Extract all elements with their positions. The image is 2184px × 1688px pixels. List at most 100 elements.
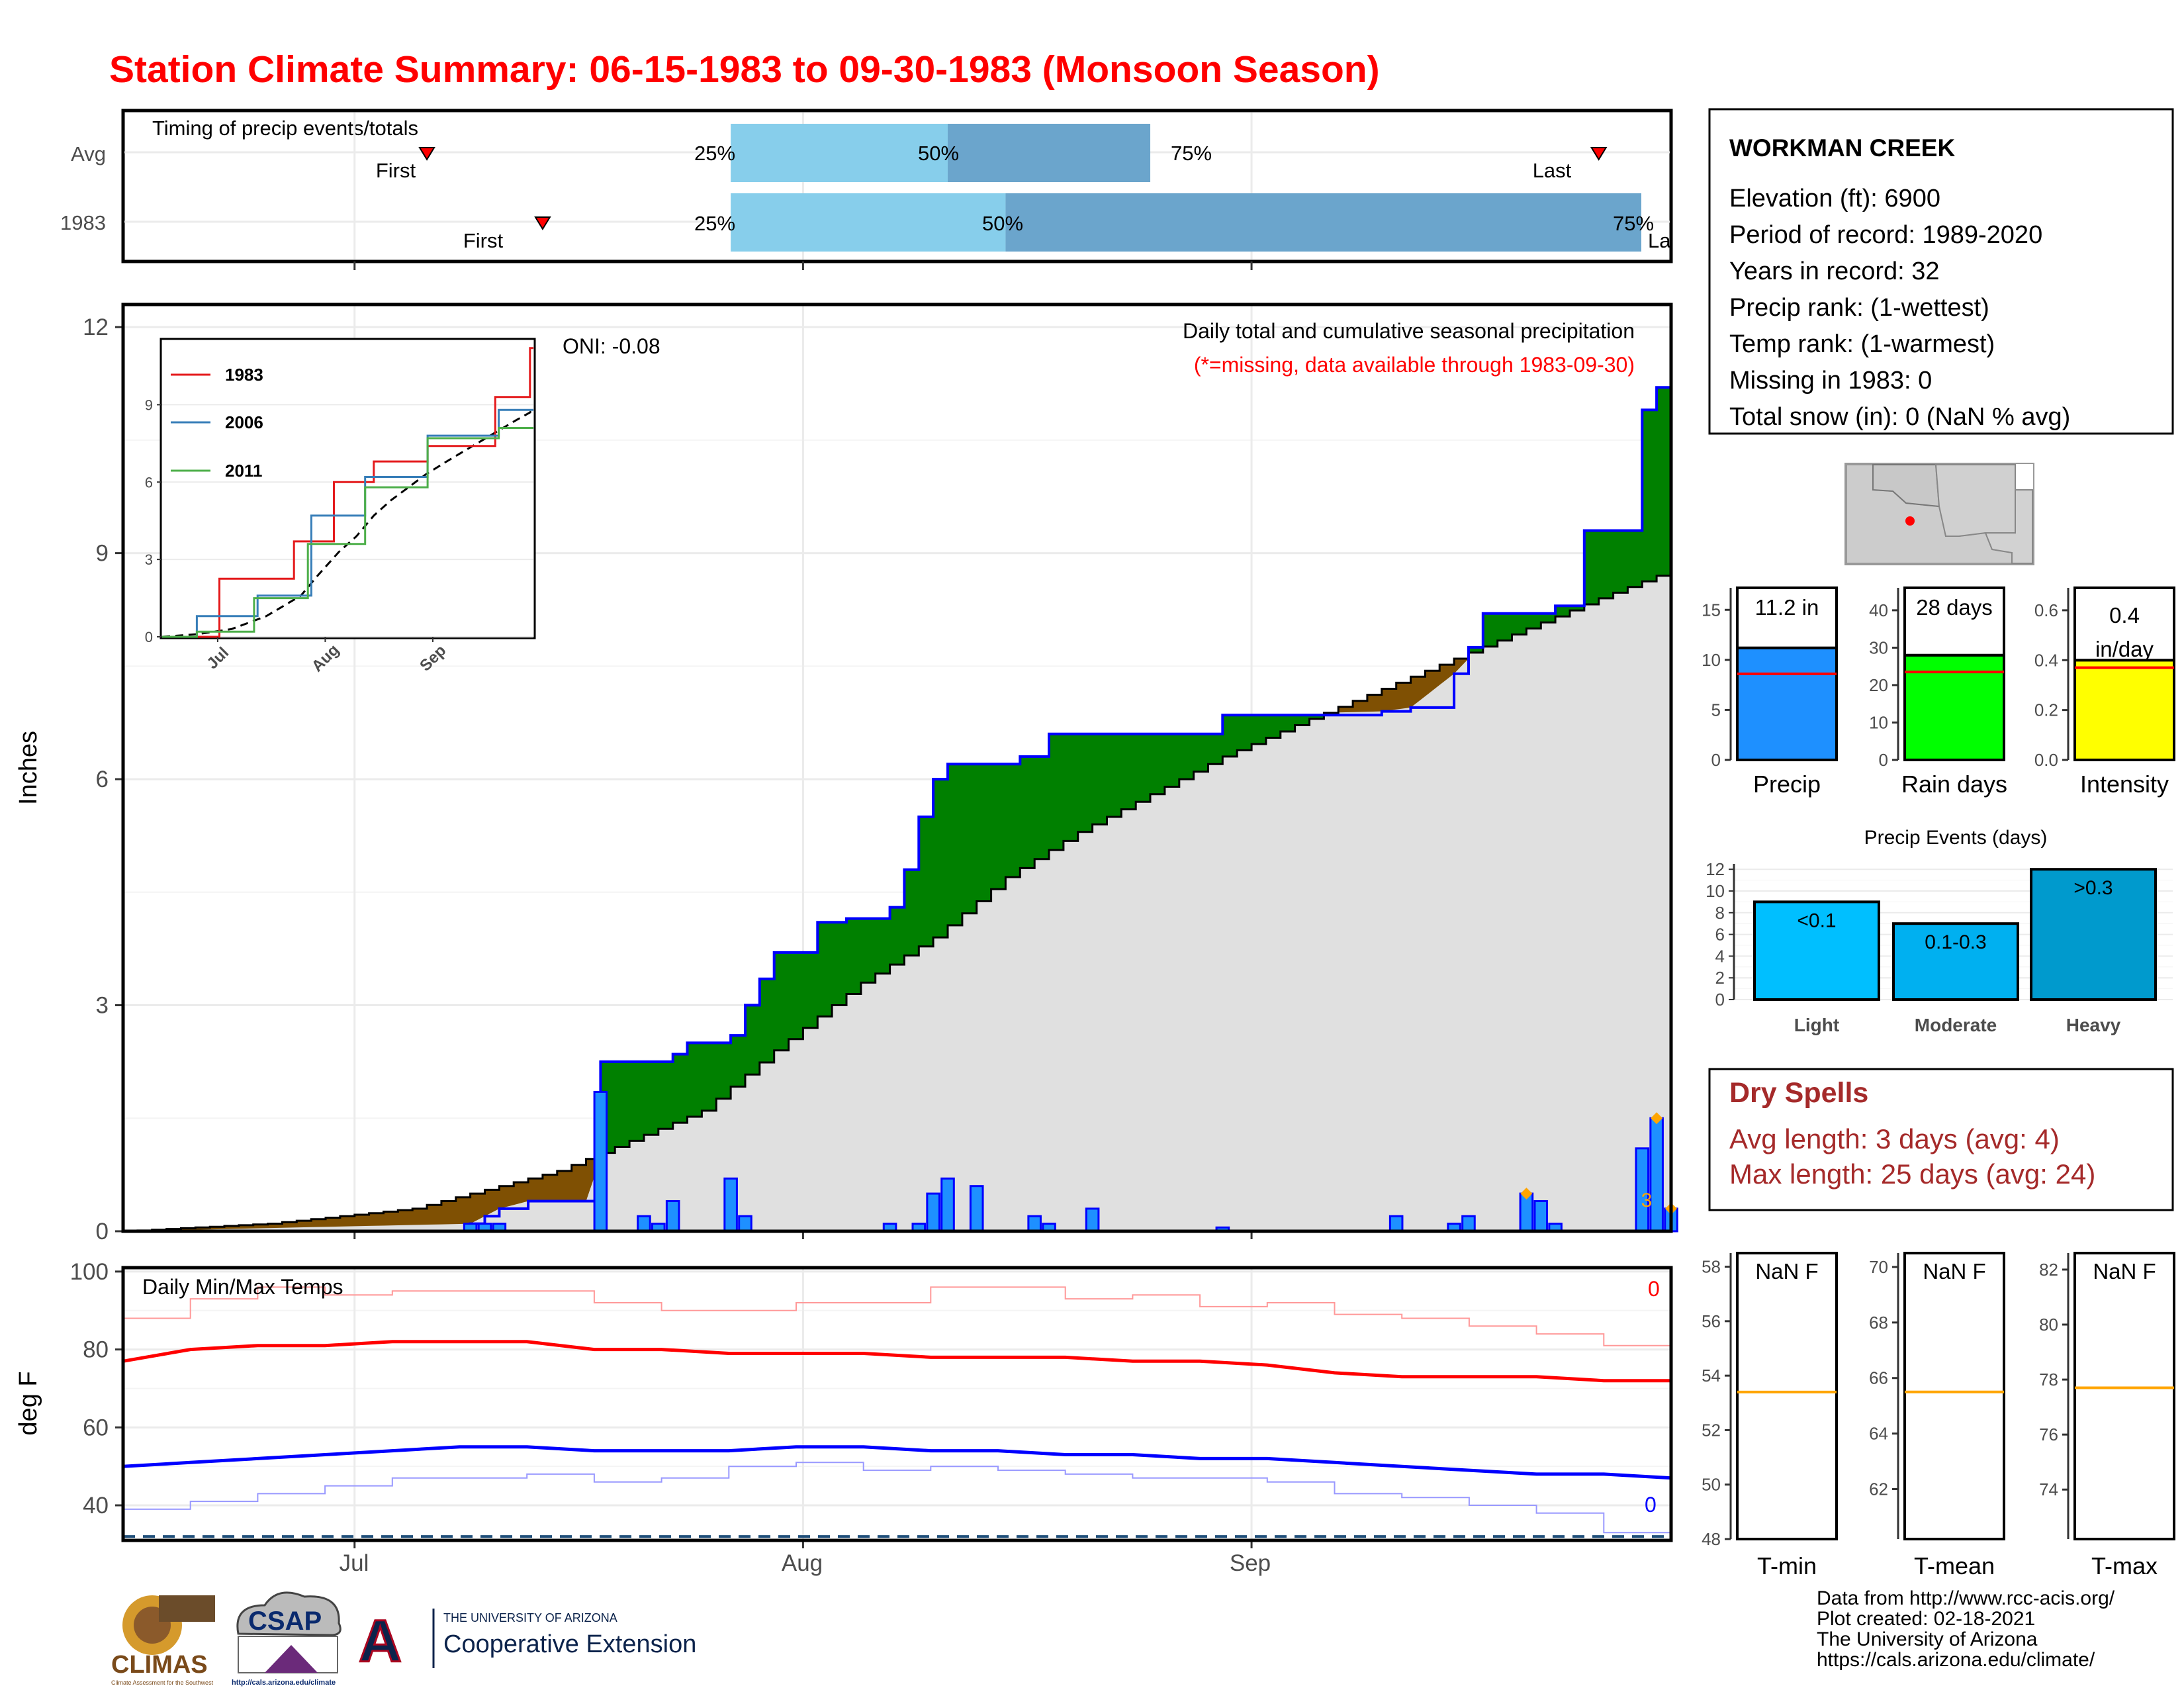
footer-url: https://cals.arizona.edu/climate/ [1817,1649,2095,1671]
tmax-bar-frame [2073,1252,2175,1540]
temp-panel: 40 60 80 100 Daily Min/Max Temps deg F 0 0 [15,1259,1673,1548]
intensity-bar-value-1: 0.4 [2109,603,2140,628]
events-bar-value-heavy: >0.3 [2073,877,2113,899]
timing-last-marker-Avg [1590,147,1608,161]
timing-year-p75-label: 75% [1613,212,1654,235]
tmax-y-tick-label: 74 [2039,1479,2058,1499]
temp-avg-max-line [122,1340,1671,1383]
precip-y-tick-label: 5 [1711,700,1721,720]
inset-y-tick-label: 0 [145,629,153,645]
daily-precip-bar [1461,1215,1476,1233]
tmin-y-tick-label: 48 [1702,1529,1721,1549]
precip-y-tick-label: 3 [96,993,109,1019]
daily-precip-bar [738,1215,752,1233]
daily-precip-bar [1533,1199,1549,1233]
inset-series-2006 [162,408,533,638]
temp-min-missing: 0 [1645,1493,1657,1517]
temp-max-missing: 0 [1648,1277,1660,1301]
intensity-y-tick-label: 0.4 [2034,650,2058,670]
intensity-y-tick-label: 0.6 [2034,600,2058,620]
daily-precip-bar [926,1192,940,1233]
events-bar-moderate [1892,922,2019,1001]
precip-y-tick-label: 10 [1702,650,1721,670]
station-location-dot [1905,516,1915,526]
daily-precip-bar [1388,1215,1404,1233]
daily-precip-bar [593,1090,608,1233]
intensity-y-tick-label: 0.0 [2034,750,2058,770]
intensity-bar-label: Intensity [2080,771,2169,798]
tmin-y-tick-label: 52 [1702,1420,1721,1440]
events-x-label-light: Light [1794,1015,1839,1035]
raindays-y-tick-label: 0 [1879,750,1888,770]
precip-bar [1736,646,1838,762]
tmax-y-tick-label: 80 [2039,1315,2058,1335]
tmean-y-tick-label: 66 [1869,1368,1888,1388]
csap-cloud [236,1591,341,1636]
timing-bar-q2-1983 [1005,193,1641,252]
intensity-bar [2073,659,2175,762]
events-bar-value-light: <0.1 [1797,910,1836,931]
daily-precip-bar [940,1177,955,1233]
tmax-label: T-max [2091,1552,2158,1579]
daily-precip-bar [1085,1207,1100,1233]
precip-annotation-missing: (*=missing, data available through 1983-… [1194,353,1635,377]
climas-wordmark: CLIMAS [111,1651,208,1679]
dry-spells-box: Dry Spells Avg length: 3 days (avg: 4) M… [1708,1068,2174,1211]
temp-frame [121,1266,1673,1542]
tmin-bar-frame [1736,1252,1838,1540]
events-y-tick-label: 4 [1715,946,1725,966]
events-y-tick-label: 6 [1715,925,1725,945]
timing-row-avg-label: Avg [71,142,106,165]
temp-y-tick-label: 80 [83,1337,109,1363]
temp-y-tick-label: 60 [83,1415,109,1440]
station-name: WORKMAN CREEK [1729,134,1955,162]
x-tick-jul: Jul [340,1550,369,1576]
daily-precip-bar [969,1185,984,1233]
tmean-bar-frame [1903,1252,2005,1540]
precip-frame [121,303,1673,1233]
precip-record-marker [1651,1112,1663,1125]
footer-plot-created: Plot created: 02-18-2021 [1817,1608,2035,1630]
csap-wordmark: CSAP [248,1607,322,1636]
tmean-y-tick-label: 64 [1869,1424,1888,1444]
temp-record-low-line [123,1462,1672,1534]
precip-y-tick-label: 12 [83,314,109,340]
timing-avg-first-label: First [376,159,416,182]
climas-subtitle: Climate Assessment for the Southwest [111,1679,214,1686]
footer-data-source: Data from http://www.rcc-acis.org/ [1817,1587,2115,1609]
x-tick-aug: Aug [782,1550,823,1576]
timing-year-last-label: La [1648,229,1671,252]
inset-y-tick-label: 6 [145,474,153,491]
inset-series-1983 [162,347,533,638]
dry-spells-avg: Avg length: 3 days (avg: 4) [1729,1123,2060,1154]
precip-events-title: Precip Events (days) [1864,827,2048,849]
station-frame [1708,108,2174,435]
csap-url: http://cals.arizona.edu/climate [232,1679,336,1687]
tmax-y-tick-label: 78 [2039,1370,2058,1389]
precip-annotation-title: Daily total and cumulative seasonal prec… [1183,319,1635,343]
ua-block-a: A [359,1609,402,1675]
raindays-y-tick-label: 40 [1869,600,1888,620]
raindays-y-tick-label: 30 [1869,637,1888,657]
raindays-bar-value: 28 days [1916,595,1993,620]
tmean-value: NaN F [1923,1259,1985,1284]
timing-panel: Timing of precip events/totals Avg 1983 … [60,109,1673,270]
precip-bar-value: 11.2 in [1755,595,1819,620]
intensity-y-tick-label: 0.2 [2034,700,2058,720]
tmean-y-tick-label: 68 [1869,1313,1888,1333]
timing-title: Timing of precip events/totals [152,117,418,140]
x-tick-sep: Sep [1230,1550,1271,1576]
timing-avg-p75-label: 75% [1171,142,1212,165]
precip-y-tick-label: 15 [1702,600,1721,620]
page-title: Station Climate Summary: 06-15-1983 to 0… [109,48,1380,91]
timing-bar-q1-1983 [731,193,1006,252]
csap-logo: CSAP http://cals.arizona.edu/climate [232,1591,341,1687]
precip-y-tick-label: 0 [96,1219,109,1244]
map-new-mexico [1934,464,2016,537]
locator-map [1844,463,2034,565]
summary-labels: 11.2 in Precip 28 days Rain days 0.4 in/… [1753,595,2169,798]
timing-first-marker-1983 [534,216,551,230]
tmean-y-tick-label: 62 [1869,1479,1888,1499]
